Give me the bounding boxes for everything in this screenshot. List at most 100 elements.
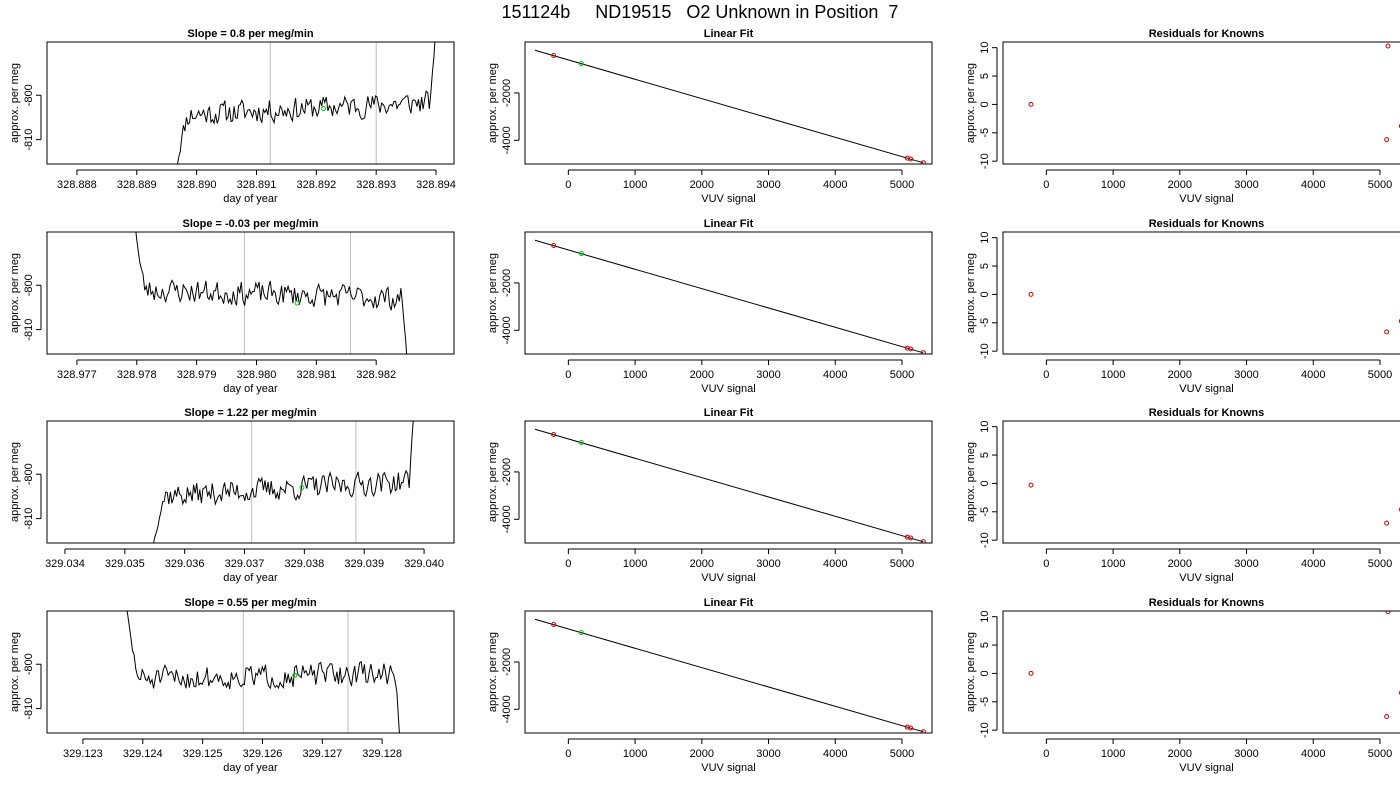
x-axis-label: VUV signal [701,383,755,395]
plot-frame [524,610,933,734]
x-axis: 329.034 329.035 329.036 329.037 329.038 329.0… [45,548,444,584]
x-tick-label: 2000 [1168,748,1192,760]
y-tick-label: -10 [979,343,991,359]
known-point [551,53,557,59]
x-tick-label: 328.978 [117,369,157,381]
y-tick-label: 10 [979,421,991,433]
plot-area [177,42,436,164]
y-axis-label: approx. per meg [9,632,21,712]
y-tick-label: -800 [23,463,35,485]
plot-area [534,239,926,354]
y-axis-label: approx. per meg [9,63,21,143]
known-point [908,535,914,541]
panel-title: Slope = 0.55 per meg/min [184,597,317,609]
x-tick-label: 328.979 [177,369,217,381]
plot-frame [524,231,933,355]
x-tick-label: 329.039 [344,558,384,570]
figure-title: 151124b ND19515 O2 Unknown in Position 7 [501,2,899,22]
x-tick-label: 2000 [1168,558,1192,570]
x-tick-label: 3000 [756,558,780,570]
fit-line [534,49,924,164]
panel-r3-timeseries: Slope = 1.22 per meg/min 329.034 329.035 32… [9,407,455,584]
y-tick-label: 10 [979,611,991,623]
known-point [908,346,914,352]
known-point [1385,43,1391,49]
plot-area [534,618,926,733]
known-point [1384,714,1390,720]
known-point [1384,137,1390,143]
y-tick-label: 5 [979,263,991,269]
known-point [908,725,914,731]
plot-frame [524,41,933,165]
x-tick-label: 328.891 [237,179,277,191]
known-point [1028,291,1034,297]
x-tick-label: 328.982 [356,369,396,381]
y-axis-label: approx. per meg [965,63,977,143]
known-point [1384,329,1390,335]
unknown-marker [299,485,305,491]
plot-area [534,428,926,543]
x-tick-label: 329.124 [123,748,163,760]
y-tick-label: 0 [979,101,991,107]
x-tick-label: 0 [565,369,571,381]
y-axis-label: approx. per meg [487,442,499,522]
x-tick-label: 4000 [1301,558,1325,570]
known-point [1398,123,1400,129]
y-axis-label: approx. per meg [965,253,977,333]
known-point [920,539,926,543]
x-tick-label: 329.125 [183,748,223,760]
x-axis-label: VUV signal [701,193,755,205]
plot-area [135,232,408,354]
y-tick-label: -4000 [501,695,513,723]
y-tick-label: -10 [979,722,991,738]
plot-frame [46,231,455,355]
y-tick-label: -4000 [501,126,513,154]
x-tick-label: 1000 [623,558,647,570]
x-tick-label: 328.893 [356,179,396,191]
plot-area [152,421,414,543]
y-tick-label: -800 [23,274,35,296]
known-point [908,156,914,162]
x-tick-label: 5000 [890,558,914,570]
y-tick-label: 5 [979,73,991,79]
x-axis-label: VUV signal [1179,383,1233,395]
unknown-marker [321,106,327,112]
y-tick-label: 5 [979,642,991,648]
x-tick-label: 1000 [1101,369,1125,381]
y-axis-label: approx. per meg [487,63,499,143]
known-point [920,160,926,164]
x-tick-label: 328.980 [237,369,277,381]
unknown-marker [292,672,298,678]
x-tick-label: 329.037 [225,558,265,570]
y-tick-label: -800 [23,84,35,106]
panel-title: Slope = 1.22 per meg/min [184,407,317,419]
x-tick-label: 3000 [1234,748,1258,760]
y-axis-label: approx. per meg [487,632,499,712]
known-point [920,350,926,354]
x-tick-label: 3000 [756,369,780,381]
data-trace [135,232,408,354]
data-trace [177,42,436,164]
known-point [1398,507,1400,512]
plot-area [126,611,400,733]
y-axis-label: approx. per meg [9,442,21,522]
fit-line [534,428,924,543]
x-axis: 0 1000 2000 3000 4000 5000 VUV signal [1043,169,1392,205]
plot-area [1028,482,1400,526]
x-tick-label: 0 [1043,179,1049,191]
panel-title: Slope = -0.03 per meg/min [182,218,318,230]
x-axis-label: day of year [223,762,278,774]
y-tick-label: -10 [979,532,991,548]
x-axis: 0 1000 2000 3000 4000 5000 VUV signal [565,738,914,774]
x-axis: 328.888 328.889 328.890 328.891 328.892 328.8… [57,169,456,205]
